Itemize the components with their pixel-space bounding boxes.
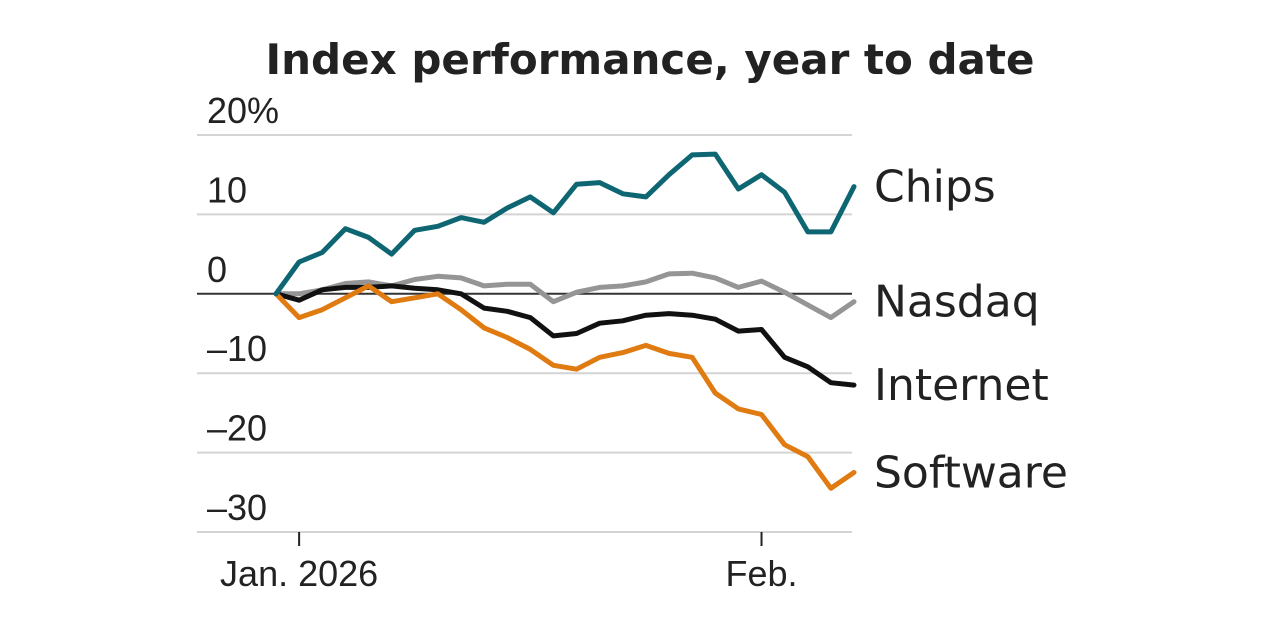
series-line-internet (273, 283, 857, 388)
y-axis-tick-labels: 20% 10 0 –10 –20 –30 (207, 90, 279, 528)
y-tick-label: –30 (207, 487, 267, 528)
series-label-chips: Chips (874, 162, 996, 213)
y-tick-label: –20 (207, 408, 267, 449)
series-line-chips (273, 151, 857, 297)
series-labels: Chips Nasdaq Internet Software (874, 162, 1068, 499)
series-label-internet: Internet (874, 360, 1049, 411)
chart-title: Index performance, year to date (266, 35, 1035, 84)
gridlines (197, 134, 852, 533)
x-tick-label: Feb. (725, 553, 797, 594)
y-tick-label: 10 (207, 169, 247, 210)
x-tick-label: Jan. 2026 (220, 553, 378, 594)
series-label-nasdaq: Nasdaq (874, 277, 1040, 328)
x-axis-ticks: Jan. 2026 Feb. (220, 532, 798, 594)
series-line-nasdaq (273, 270, 857, 321)
series-line-software (273, 283, 857, 491)
series-label-software: Software (874, 447, 1068, 498)
y-tick-label: –10 (207, 328, 267, 369)
y-tick-label: 20% (207, 90, 279, 131)
series-lines (273, 151, 857, 491)
y-tick-label: 0 (207, 249, 227, 290)
